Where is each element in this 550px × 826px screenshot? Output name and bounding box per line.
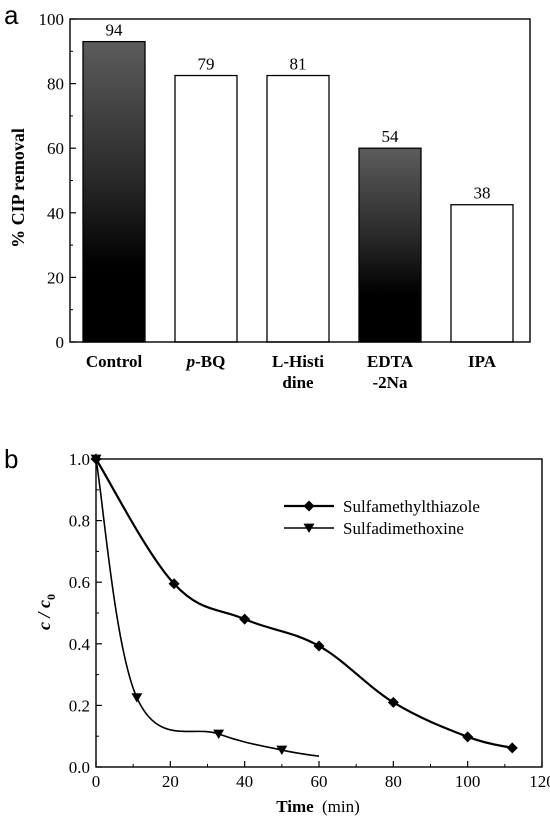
panel-a-category-label: Control bbox=[86, 352, 143, 371]
panel-b-x-tick-label: 20 bbox=[162, 772, 179, 791]
panel-a-category-label: L-Histi bbox=[272, 352, 324, 371]
panel-a-category-label: dine bbox=[282, 373, 314, 392]
panel-b-letter: b bbox=[4, 444, 18, 474]
panel-b-marker-triangle-down bbox=[303, 523, 315, 533]
panel-b-axis-ticks: 0 20 40 60 80 100 120 0.0 0.2 0.4 0.6 0.8 1.0 bbox=[69, 450, 550, 791]
panel-a-data-labels: 94 79 81 54 38 bbox=[106, 21, 491, 203]
panel-a-bar bbox=[450, 204, 514, 343]
panel-a-data-label: 38 bbox=[474, 184, 491, 203]
panel-a-category-label: EDTA bbox=[367, 352, 414, 371]
panel-a-category-label: p-BQ bbox=[185, 352, 226, 371]
panel-b-marker-diamond bbox=[462, 731, 474, 743]
panel-b-marker-diamond bbox=[387, 696, 399, 708]
panel-b-legend-label: Sulfamethylthiazole bbox=[343, 497, 480, 516]
panel-b-y-tick-label: 1.0 bbox=[69, 450, 90, 469]
panel-a-category-rest: -BQ bbox=[195, 352, 225, 371]
panel-b-y-tick-label: 0.2 bbox=[69, 696, 90, 715]
panel-b-y-axis-label-main: c / c bbox=[34, 600, 54, 630]
panel-b-marker-triangle-down bbox=[276, 745, 288, 756]
panel-b-y-axis-label-subscript: 0 bbox=[44, 594, 58, 600]
panel-a-bar bbox=[174, 74, 238, 343]
panel-b-x-axis-label: Time (min) bbox=[276, 797, 360, 816]
panel-a-y-tick-label: 100 bbox=[39, 10, 65, 29]
panel-b-legend-label: Sulfadimethoxine bbox=[343, 519, 464, 538]
panel-b-legend: Sulfamethylthiazole Sulfadimethoxine bbox=[284, 497, 480, 538]
panel-b-y-tick-label: 0.8 bbox=[69, 512, 90, 531]
panel-b-line-chart: b c / c0 Time (min) 0204060801001200.00.… bbox=[4, 444, 550, 816]
panel-b-x-axis-unit: (min) bbox=[322, 797, 360, 816]
panel-b-x-tick-label: 80 bbox=[385, 772, 402, 791]
panel-a-bars bbox=[82, 40, 514, 343]
panel-b-x-tick-label: 40 bbox=[236, 772, 253, 791]
panel-a-y-tick-label: 0 bbox=[56, 333, 65, 352]
panel-a-y-tick-label: 40 bbox=[47, 204, 64, 223]
panel-b-x-tick-label: 120 bbox=[529, 772, 550, 791]
panel-a-letter: a bbox=[4, 0, 19, 30]
panel-b-marker-diamond bbox=[303, 500, 315, 512]
panel-a-data-label: 79 bbox=[198, 55, 215, 74]
panel-a-y-tick-label: 80 bbox=[47, 75, 64, 94]
panel-a-category-italic-part: p bbox=[185, 352, 196, 371]
panel-a-category-label: IPA bbox=[468, 352, 497, 371]
panel-b-series-line bbox=[95, 458, 513, 749]
panel-b-marker-triangle-down bbox=[131, 693, 143, 703]
panel-a-y-tick-label: 60 bbox=[47, 139, 64, 158]
panel-a-y-axis-label: % CIP removal bbox=[8, 128, 28, 248]
panel-a-category-labels: Control p-BQ L-Histi dine EDTA -2Na IPA bbox=[86, 352, 497, 392]
panel-b-y-tick-label: 0.4 bbox=[69, 635, 91, 654]
panel-a-bar bbox=[266, 74, 330, 343]
panel-b-marker-diamond bbox=[239, 613, 251, 625]
panel-b-marker-diamond bbox=[168, 578, 180, 590]
panel-a-bar bbox=[82, 40, 146, 343]
panel-a-plot-frame bbox=[69, 18, 531, 343]
panel-b-marker-diamond bbox=[313, 640, 325, 652]
panel-a-y-tick-label: 20 bbox=[47, 268, 64, 287]
panel-b-x-tick-label: 0 bbox=[92, 772, 101, 791]
panel-b-plot-frame bbox=[95, 458, 543, 768]
panel-a-category-label: -2Na bbox=[373, 373, 408, 392]
panel-a-data-label: 54 bbox=[382, 127, 400, 146]
panel-a-bar bbox=[358, 147, 422, 343]
panel-b-y-tick-label: 0.6 bbox=[69, 573, 90, 592]
panel-a-data-label: 94 bbox=[106, 21, 124, 40]
panel-b-x-axis-title: Time bbox=[276, 797, 314, 816]
panel-b-y-tick-label: 0.0 bbox=[69, 758, 90, 777]
panel-b-marker-triangle-down bbox=[213, 729, 225, 739]
panel-a-data-label: 81 bbox=[290, 55, 307, 74]
panel-b-x-tick-label: 100 bbox=[455, 772, 481, 791]
panel-b-series-1 bbox=[90, 453, 518, 754]
panel-b-y-axis-label: c / c0 bbox=[34, 594, 58, 630]
panel-b-x-tick-label: 60 bbox=[311, 772, 328, 791]
panel-b-marker-diamond bbox=[506, 742, 518, 754]
